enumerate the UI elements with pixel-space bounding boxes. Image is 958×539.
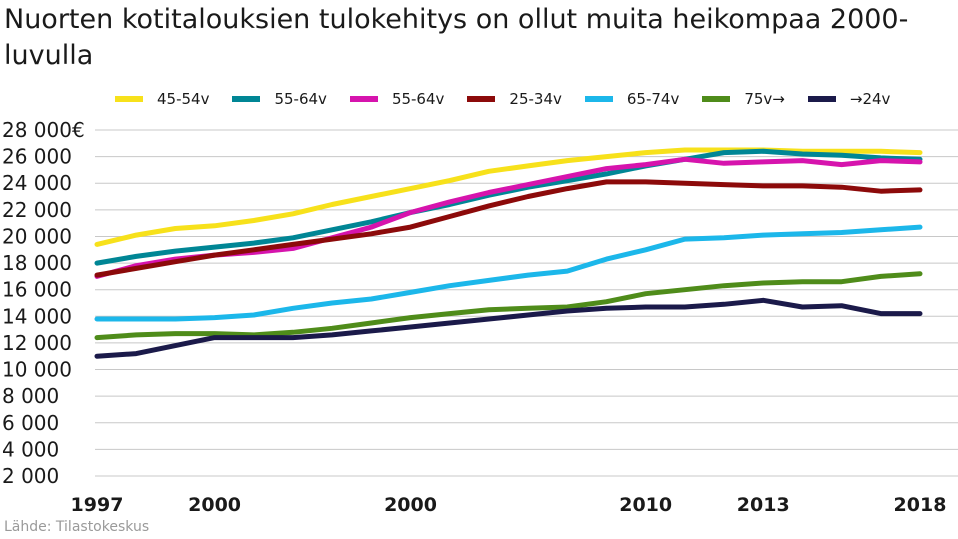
legend-swatch <box>584 96 613 102</box>
source-note: Lähde: Tilastokeskus <box>4 519 150 535</box>
legend-swatch <box>232 96 261 102</box>
legend-item-6: 75v→ <box>702 90 785 108</box>
y-tick-label: 6 000 <box>2 411 59 435</box>
x-tick-label: 2010 <box>619 494 672 516</box>
grid-layer <box>95 129 958 477</box>
legend-swatch <box>702 96 731 102</box>
legend-item-1: 45-54v <box>115 90 209 108</box>
series-line-7 <box>94 297 923 359</box>
y-tick-label: 26 000 <box>2 145 72 169</box>
y-tick-label: 10 000 <box>2 358 72 382</box>
y-tick-label: 2 000 <box>2 464 59 488</box>
y-tick-label: 4 000 <box>2 437 59 461</box>
x-tick-label: 2018 <box>894 494 947 516</box>
legend-swatch <box>349 96 378 102</box>
x-axis-ticks: 1997 2000 2000 2010 2013 2018 <box>71 494 947 516</box>
chart-legend: 45-54v 55-64v 55-64v 25-34v 65-74v 75v→ →24v <box>115 88 913 110</box>
legend-swatch <box>467 96 496 102</box>
legend-label: 45-54v <box>157 90 210 108</box>
legend-item-7: →24v <box>807 90 891 108</box>
legend-swatch <box>807 96 836 102</box>
legend-item-2: 55-64v <box>232 90 327 108</box>
series-line-1 <box>94 147 923 247</box>
series-line-3 <box>94 156 923 279</box>
chart-title: Nuorten kotitalouksien tulokehitys on ol… <box>4 4 909 71</box>
y-tick-label: 24 000 <box>2 171 72 195</box>
legend-item-5: 65-74v <box>584 90 680 108</box>
legend-item-3: 55-64v <box>349 90 445 108</box>
series-line-6 <box>94 271 923 341</box>
legend-label: 25-34v <box>509 90 562 108</box>
x-tick-label: 2013 <box>737 494 790 516</box>
legend-label: 75v→ <box>744 90 785 108</box>
y-tick-label: 18 000 <box>2 251 72 275</box>
legend-label: 55-64v <box>274 90 327 108</box>
x-tick-label: 1997 <box>71 494 124 516</box>
legend-item-4: 25-34v <box>467 90 562 108</box>
series-line-5 <box>94 224 923 322</box>
x-tick-label: 2000 <box>384 494 437 516</box>
y-tick-label: 8 000 <box>2 384 59 408</box>
y-tick-label: 28 000€ <box>2 118 85 142</box>
y-tick-label: 16 000 <box>2 278 72 302</box>
y-tick-label: 12 000 <box>2 331 72 355</box>
legend-label: 65-74v <box>626 90 680 108</box>
y-tick-label: 14 000 <box>2 304 72 328</box>
y-tick-label: 22 000 <box>2 198 72 222</box>
x-tick-label: 2000 <box>188 494 241 516</box>
legend-label: 55-64v <box>391 90 445 108</box>
series-layer <box>94 147 923 359</box>
legend-label: →24v <box>849 90 891 108</box>
y-tick-label: 20 000 <box>2 224 72 248</box>
series-line-2 <box>94 148 923 266</box>
series-line-4 <box>94 179 923 278</box>
legend-swatch <box>115 96 143 102</box>
